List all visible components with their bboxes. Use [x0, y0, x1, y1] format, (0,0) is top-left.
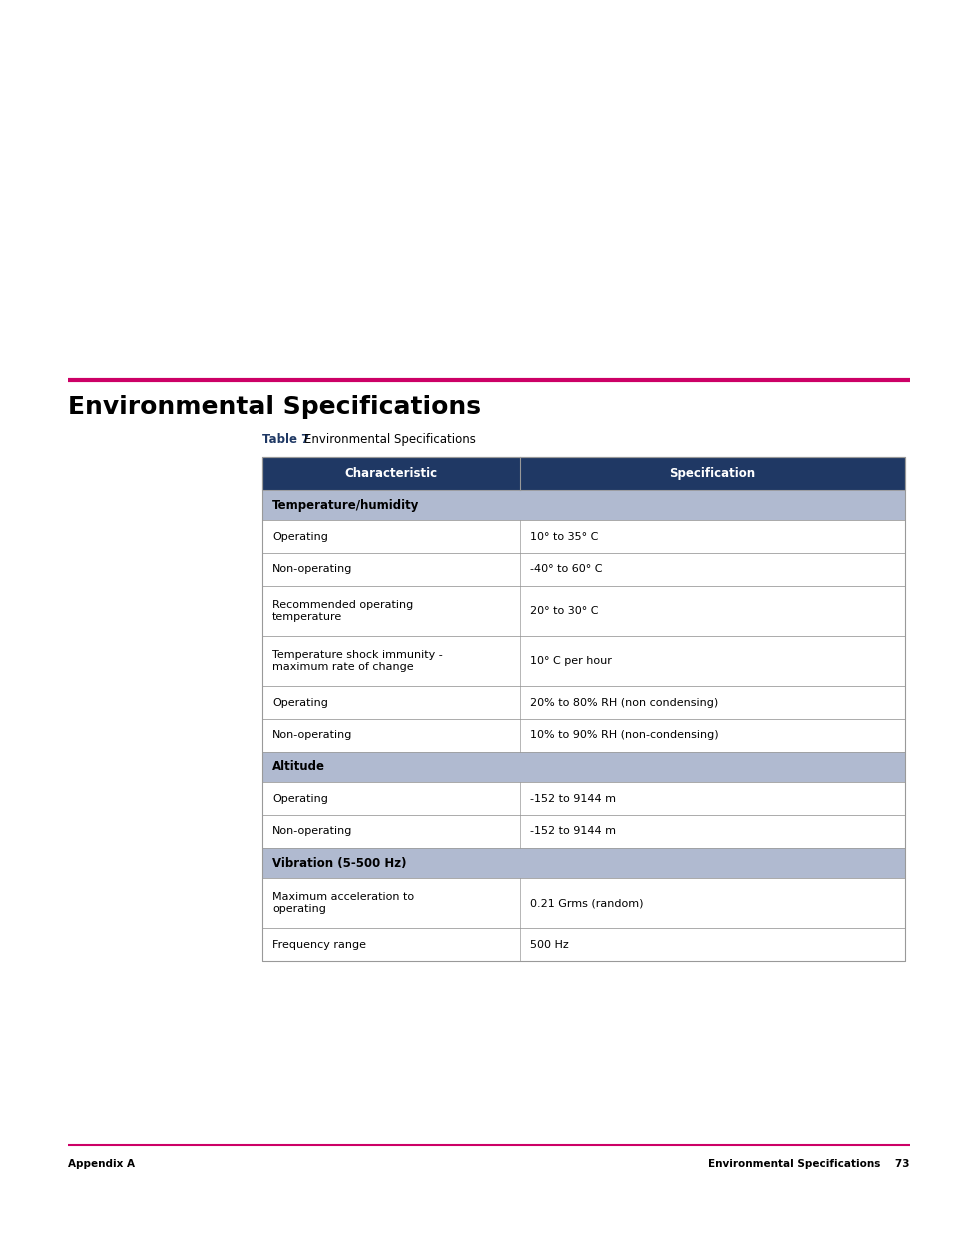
Text: Non-operating: Non-operating [272, 730, 352, 741]
Text: Operating: Operating [272, 531, 328, 541]
Bar [262, 490, 904, 520]
Text: Environmental Specifications    73: Environmental Specifications 73 [708, 1158, 909, 1170]
Bar [262, 719, 904, 752]
Text: 10% to 90% RH (non-condensing): 10% to 90% RH (non-condensing) [530, 730, 718, 741]
Text: Environmental Specifications: Environmental Specifications [68, 395, 480, 419]
Bar [262, 685, 904, 719]
Text: Table 7: Table 7 [262, 433, 309, 446]
Text: Maximum acceleration to
operating: Maximum acceleration to operating [272, 892, 414, 914]
Text: Operating: Operating [272, 698, 328, 708]
Bar [262, 585, 904, 636]
Text: Altitude: Altitude [272, 761, 325, 773]
Text: 20° to 30° C: 20° to 30° C [530, 606, 598, 616]
Bar [262, 878, 904, 927]
Text: Recommended operating
temperature: Recommended operating temperature [272, 600, 413, 622]
Text: 10° C per hour: 10° C per hour [530, 656, 611, 666]
Text: -40° to 60° C: -40° to 60° C [530, 564, 602, 574]
Text: Non-operating: Non-operating [272, 564, 352, 574]
Bar [262, 782, 904, 815]
Bar [262, 927, 904, 961]
Bar [262, 457, 904, 490]
Text: Operating: Operating [272, 794, 328, 804]
Text: Temperature/humidity: Temperature/humidity [272, 499, 419, 511]
Bar [262, 553, 904, 585]
Text: Specification: Specification [669, 467, 755, 480]
Bar [262, 636, 904, 685]
Bar [262, 752, 904, 782]
Text: -152 to 9144 m: -152 to 9144 m [530, 794, 616, 804]
Bar [262, 520, 904, 553]
Text: Frequency range: Frequency range [272, 940, 366, 950]
Bar [262, 457, 904, 961]
Text: -152 to 9144 m: -152 to 9144 m [530, 826, 616, 836]
Text: 0.21 Grms (random): 0.21 Grms (random) [530, 898, 643, 908]
Text: 500 Hz: 500 Hz [530, 940, 568, 950]
Text: Characteristic: Characteristic [344, 467, 437, 480]
Text: Appendix A: Appendix A [68, 1158, 135, 1170]
Bar [262, 848, 904, 878]
Text: Environmental Specifications: Environmental Specifications [304, 433, 476, 446]
Text: Non-operating: Non-operating [272, 826, 352, 836]
Text: Vibration (5-500 Hz): Vibration (5-500 Hz) [272, 857, 406, 869]
Bar [262, 815, 904, 848]
Text: Temperature shock immunity -
maximum rate of change: Temperature shock immunity - maximum rat… [272, 650, 442, 672]
Text: 20% to 80% RH (non condensing): 20% to 80% RH (non condensing) [530, 698, 718, 708]
Text: 10° to 35° C: 10° to 35° C [530, 531, 598, 541]
